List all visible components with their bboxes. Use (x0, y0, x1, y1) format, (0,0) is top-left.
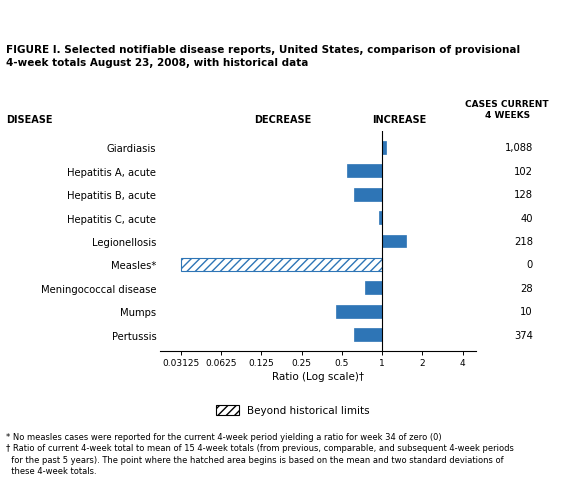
Text: 40: 40 (520, 213, 533, 223)
Text: DISEASE: DISEASE (6, 115, 52, 124)
Text: 218: 218 (514, 237, 533, 246)
Text: 28: 28 (520, 284, 533, 293)
Bar (382, 235, 406, 248)
Text: 374: 374 (514, 330, 533, 340)
Text: * No measles cases were reported for the current 4-week period yielding a ratio : * No measles cases were reported for the… (6, 432, 513, 475)
Legend: Beyond historical limits: Beyond historical limits (216, 405, 370, 415)
Bar (181, 259, 382, 271)
Text: 0: 0 (527, 260, 533, 270)
Text: INCREASE: INCREASE (372, 115, 427, 124)
Text: DECREASE: DECREASE (254, 115, 311, 124)
Bar (354, 188, 382, 201)
Bar (382, 142, 386, 155)
Text: 1,088: 1,088 (505, 143, 533, 153)
Text: 128: 128 (514, 190, 533, 200)
Bar (336, 305, 382, 318)
Text: FIGURE I. Selected notifiable disease reports, United States, comparison of prov: FIGURE I. Selected notifiable disease re… (6, 45, 520, 68)
Text: 10: 10 (520, 306, 533, 317)
Bar (366, 282, 382, 295)
Text: 102: 102 (514, 166, 533, 177)
Bar (354, 328, 382, 342)
Text: CASES CURRENT
4 WEEKS: CASES CURRENT 4 WEEKS (465, 100, 549, 120)
Bar (347, 165, 382, 178)
X-axis label: Ratio (Log scale)†: Ratio (Log scale)† (272, 371, 364, 382)
Bar (379, 212, 382, 224)
